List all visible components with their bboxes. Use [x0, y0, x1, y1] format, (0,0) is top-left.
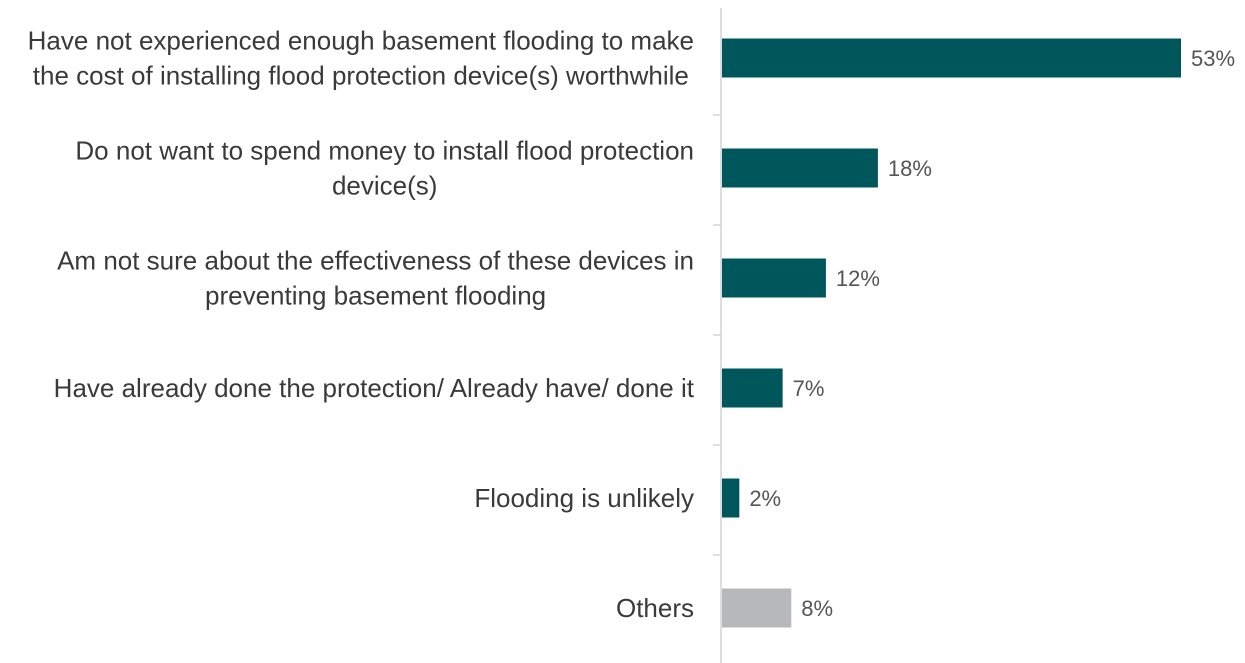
category-label-line: Flooding is unlikely	[474, 483, 694, 513]
value-label: 8%	[801, 596, 833, 621]
category-label-line: the cost of installing flood protection …	[33, 61, 689, 91]
category-label-line: device(s)	[332, 171, 437, 201]
category-label-line: preventing basement flooding	[205, 281, 546, 311]
category-label-line: Have not experienced enough basement flo…	[28, 26, 694, 56]
value-label: 53%	[1191, 46, 1235, 71]
category-label: Do not want to spend money to install fl…	[75, 136, 694, 201]
category-label-line: Have already done the protection/ Alread…	[54, 373, 695, 403]
value-labels: 53% 18% 12% 7% 2% 8%	[749, 46, 1235, 621]
value-label: 2%	[749, 486, 781, 511]
category-label: Have not experienced enough basement flo…	[28, 26, 694, 91]
value-label: 7%	[793, 376, 825, 401]
bar	[722, 478, 740, 518]
bar	[722, 368, 783, 408]
category-label-line: Am not sure about the effectiveness of t…	[57, 246, 694, 276]
category-labels: Have not experienced enough basement flo…	[28, 26, 695, 624]
category-label-line: Others	[616, 593, 694, 623]
bar	[722, 258, 826, 298]
bars	[722, 38, 1181, 628]
bar	[722, 38, 1181, 78]
bar	[722, 148, 878, 188]
category-label-line: Do not want to spend money to install fl…	[75, 136, 694, 166]
category-label: Am not sure about the effectiveness of t…	[57, 246, 694, 311]
category-axis	[713, 8, 722, 663]
bar	[722, 588, 792, 628]
value-label: 18%	[888, 156, 932, 181]
category-label: Have already done the protection/ Alread…	[54, 373, 695, 403]
category-label: Others	[616, 593, 694, 623]
category-label: Flooding is unlikely	[474, 483, 694, 513]
value-label: 12%	[836, 266, 880, 291]
